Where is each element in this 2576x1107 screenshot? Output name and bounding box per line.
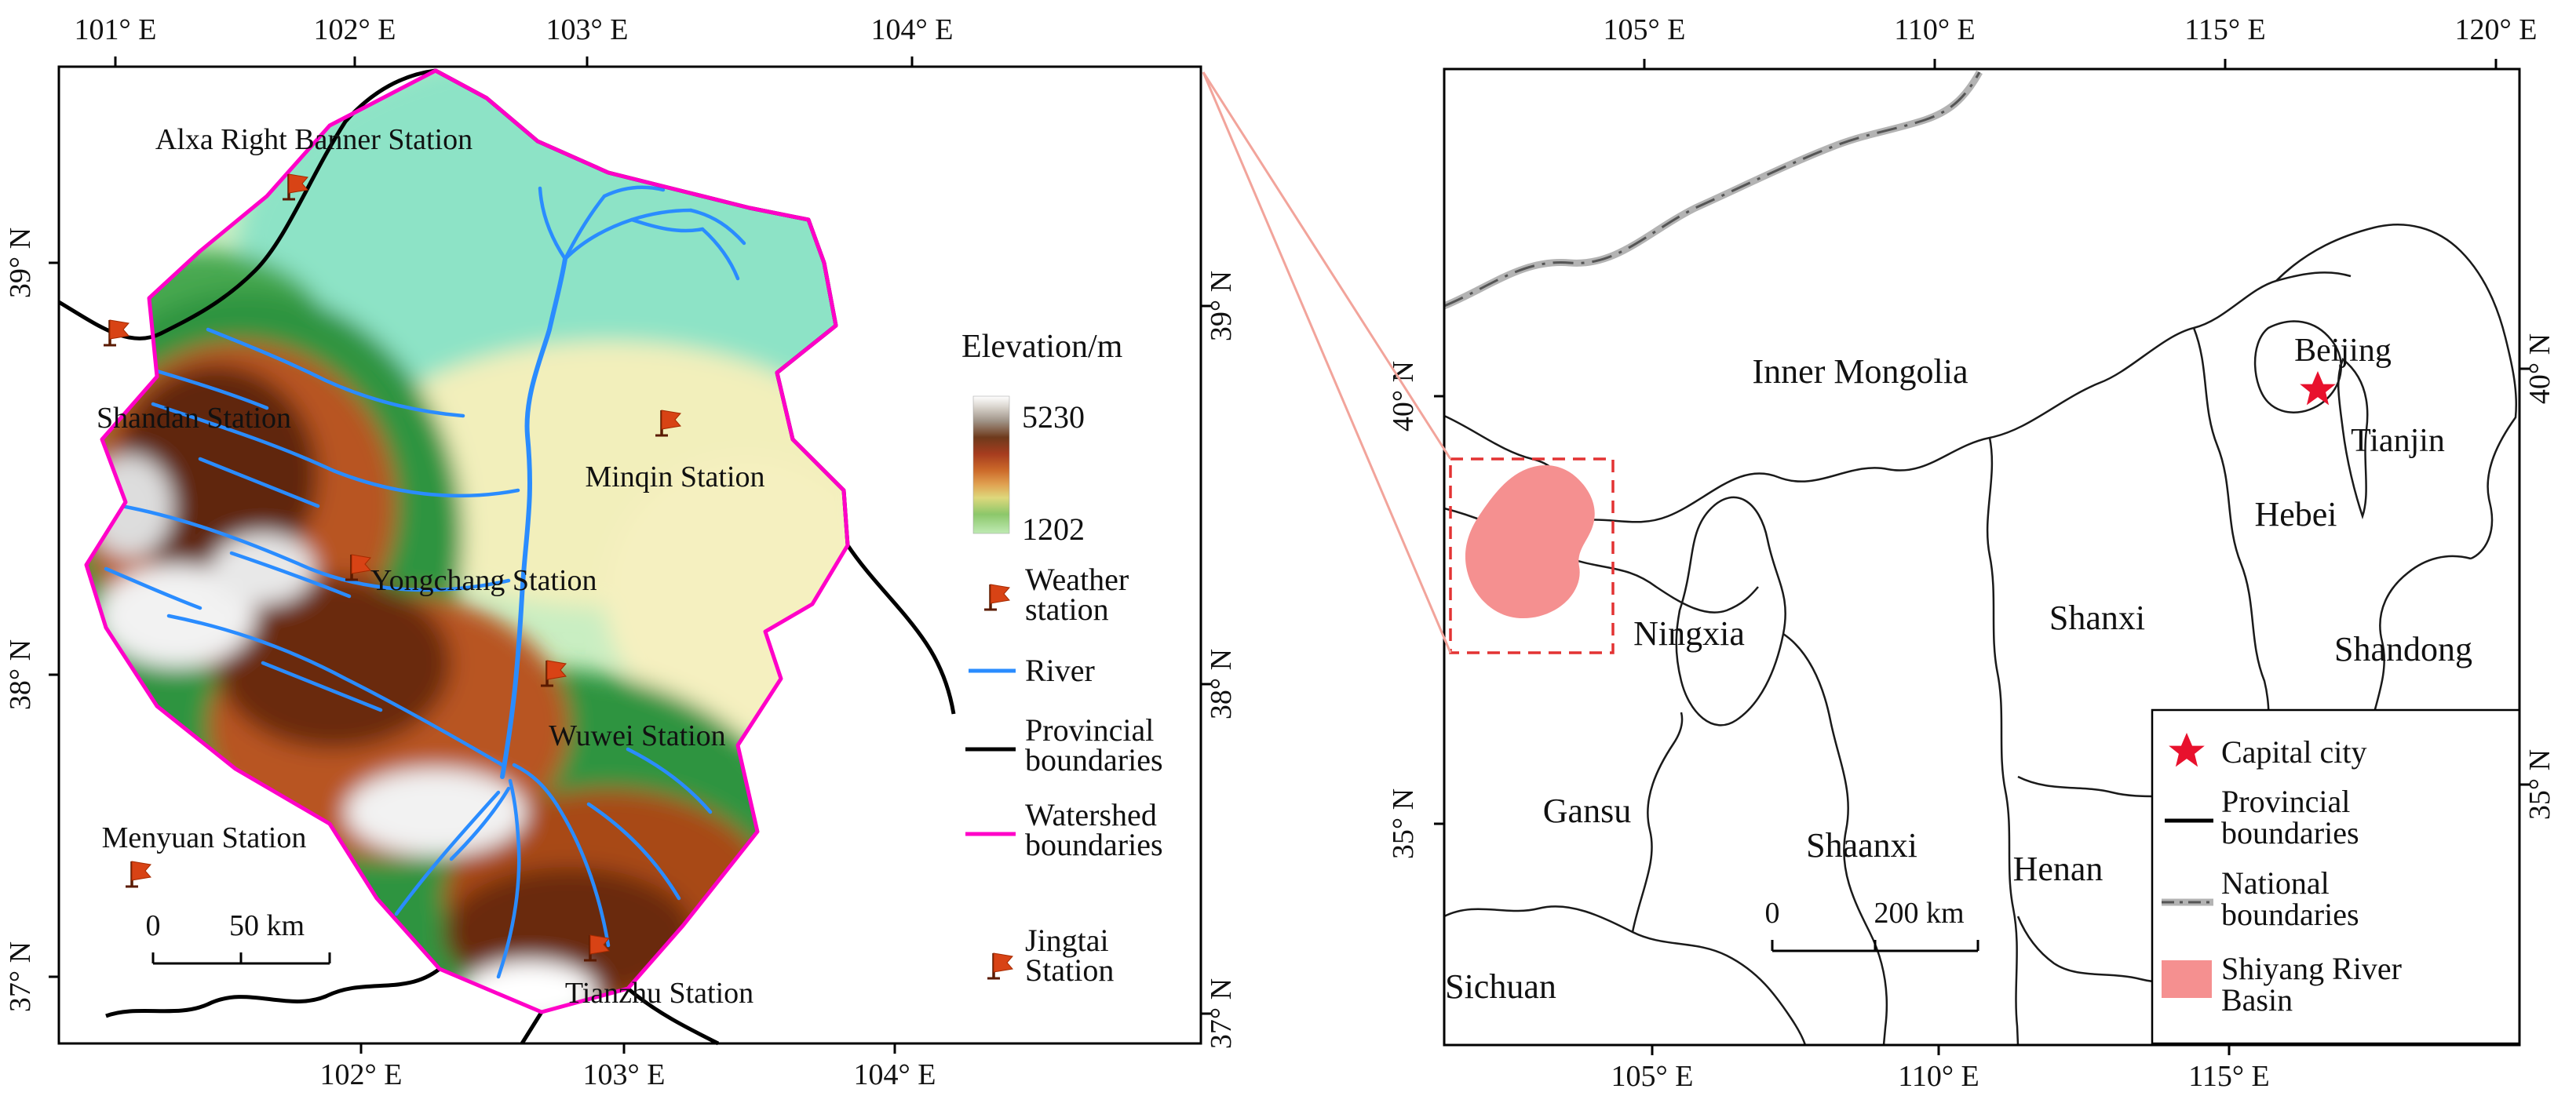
right-axis-ticks	[1434, 59, 2530, 1055]
elevation-ramp	[972, 395, 1010, 534]
left-axis-lat-left-2: 37° N	[4, 941, 37, 1012]
legend-watershed-line1: Watershed	[1025, 797, 1157, 832]
national-boundary	[1443, 70, 1983, 310]
inset-connector-lines	[1202, 71, 1452, 654]
legend-provincial-right-line1: Provincial	[2221, 784, 2350, 819]
left-axis-lat-left-0: 39° N	[4, 228, 37, 298]
left-axis-lon-bottom-2: 104° E	[854, 1058, 936, 1091]
right-legend: Capital city Provincial boundaries Natio…	[2151, 708, 2521, 1045]
station-label-menyuan: Menyuan Station	[102, 821, 307, 854]
left-axis-lon-bottom-1: 103° E	[583, 1058, 666, 1091]
station-label-wuwei: Wuwei Station	[549, 719, 725, 752]
shiyang-basin-shape	[1465, 465, 1595, 619]
right-map-frame	[1443, 67, 2521, 1047]
legend-provincial-line2: boundaries	[1025, 742, 1163, 777]
province-label-hebei: Hebei	[2254, 495, 2337, 533]
right-axis-lon-top-3: 120° E	[2455, 13, 2538, 46]
station-label-minqin: Minqin Station	[585, 461, 764, 493]
station-label-shandan: Shandan Station	[97, 402, 291, 435]
province-label-shandong: Shandong	[2334, 630, 2472, 668]
left-map-panel: Alxa Right Banner Station Shandan Statio…	[4, 13, 1238, 1091]
left-axis-lon-bottom-0: 102° E	[320, 1058, 403, 1091]
legend-national-line1: National	[2221, 865, 2330, 901]
legend-national-line2: boundaries	[2221, 897, 2359, 932]
right-legend-box	[2151, 708, 2521, 1045]
left-axis-lon-top-0: 101° E	[75, 13, 157, 46]
right-axis-lon-bottom-0: 105° E	[1611, 1060, 1694, 1093]
right-scale-zero: 0	[1765, 897, 1780, 930]
station-label-tianzhu: Tianzhu Station	[565, 977, 753, 1010]
right-axis-lat-right-0: 40° N	[2523, 333, 2556, 404]
station-label-yongchang: Yongchang Station	[370, 564, 597, 597]
left-scale-bar	[151, 952, 331, 965]
right-axis-lon-top-2: 115° E	[2184, 13, 2266, 46]
province-label-sichuan: Sichuan	[1445, 967, 1556, 1006]
legend-weather-line1: Weather	[1025, 562, 1129, 597]
left-axis-lon-top-1: 102° E	[314, 13, 396, 46]
elevation-legend-title: Elevation/m	[961, 329, 1123, 365]
legend-capital-label: Capital city	[2221, 734, 2367, 770]
legend-basin-line1: Shiyang River	[2221, 951, 2402, 986]
left-map-frame	[57, 65, 1202, 1045]
right-axis-lat-left-1: 35° N	[1387, 788, 1420, 859]
legend-basin-line2: Basin	[2221, 982, 2293, 1018]
province-label-shaanxi: Shaanxi	[1806, 826, 1917, 865]
right-axis-lon-bottom-2: 115° E	[2188, 1060, 2270, 1093]
legend-jingtai-line2: Station	[1025, 952, 1114, 988]
right-map-panel: Inner Mongolia Beijing Tianjin Hebei Sha…	[1387, 13, 2556, 1093]
legend-jingtai-line1: Jingtai	[1025, 923, 1109, 958]
right-axis-lat-left-0: 40° N	[1387, 361, 1420, 432]
province-label-ningxia: Ningxia	[1633, 614, 1745, 653]
study-area-box	[1449, 457, 1615, 654]
legend-provincial-line1: Provincial	[1025, 712, 1154, 748]
province-label-henan: Henan	[2013, 850, 2103, 888]
province-label-gansu: Gansu	[1543, 792, 1631, 830]
station-label-alxa: Alxa Right Banner Station	[155, 123, 473, 156]
left-axis-ticks	[49, 56, 1211, 1054]
left-scale-label: 50 km	[229, 909, 305, 942]
legend-river-label: River	[1025, 653, 1095, 688]
elevation-min-label: 1202	[1022, 512, 1085, 547]
left-legend: Elevation/m 5230 1202 Weather station Ri…	[961, 329, 1163, 988]
left-axis-lon-top-2: 103° E	[546, 13, 629, 46]
legend-weather-line2: station	[1025, 592, 1109, 627]
left-axis-lat-right-0: 39° N	[1205, 271, 1238, 341]
province-label-shanxi: Shanxi	[2049, 599, 2145, 637]
province-label-beijing: Beijing	[2294, 333, 2392, 369]
left-axis-lat-left-1: 38° N	[4, 639, 37, 710]
river-network	[104, 185, 746, 979]
province-label-tianjin: Tianjin	[2351, 423, 2445, 459]
basin-legend-swatch	[2162, 960, 2212, 998]
right-axis-lon-top-1: 110° E	[1894, 13, 1976, 46]
left-scale-zero: 0	[146, 909, 161, 942]
right-axis-lon-top-0: 105° E	[1604, 13, 1686, 46]
right-scale-bar	[1771, 940, 1979, 952]
legend-watershed-line2: boundaries	[1025, 827, 1163, 862]
right-axis-lat-right-1: 35° N	[2523, 749, 2556, 820]
left-axis-lon-top-3: 104° E	[871, 13, 954, 46]
left-axis-lat-right-1: 38° N	[1205, 649, 1238, 719]
legend-provincial-right-line2: boundaries	[2221, 815, 2359, 850]
province-label-inner-mongolia: Inner Mongolia	[1753, 352, 1968, 391]
right-axis-lon-bottom-1: 110° E	[1898, 1060, 1979, 1093]
elevation-max-label: 5230	[1022, 399, 1085, 435]
left-axis-lat-right-2: 37° N	[1205, 978, 1238, 1049]
right-scale-label: 200 km	[1874, 897, 1964, 930]
